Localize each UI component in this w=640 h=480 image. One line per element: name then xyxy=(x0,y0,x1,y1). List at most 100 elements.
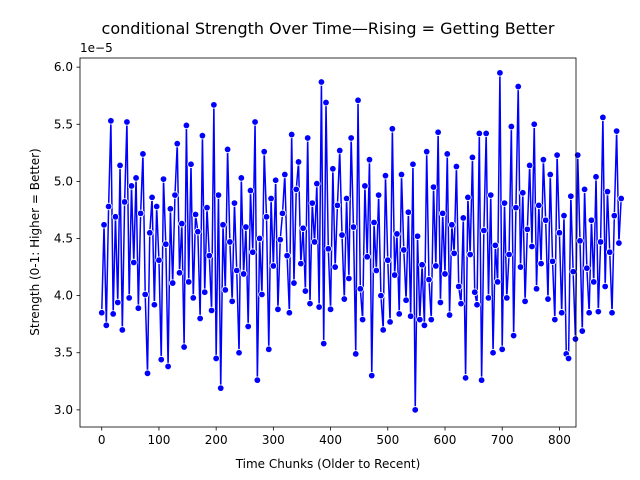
data-point xyxy=(514,82,522,91)
data-point xyxy=(608,309,616,317)
data-point xyxy=(271,176,280,184)
data-point xyxy=(505,250,513,259)
data-point xyxy=(130,258,138,267)
data-point xyxy=(464,193,472,202)
data-point xyxy=(539,155,548,164)
data-point xyxy=(555,229,564,237)
data-point xyxy=(201,288,209,296)
data-point xyxy=(509,331,518,340)
data-point xyxy=(491,241,500,250)
data-point xyxy=(159,175,168,183)
x-tick-label: 100 xyxy=(147,433,170,447)
data-point xyxy=(544,295,552,303)
data-point xyxy=(512,203,520,212)
data-point xyxy=(468,153,477,162)
data-point xyxy=(180,343,188,351)
data-point xyxy=(422,147,431,156)
data-point xyxy=(340,295,348,303)
data-point xyxy=(317,78,326,86)
data-point xyxy=(548,257,557,266)
data-point xyxy=(182,121,191,130)
data-point xyxy=(120,198,129,206)
data-point xyxy=(212,354,220,363)
data-point xyxy=(290,279,298,287)
data-point xyxy=(329,165,337,173)
x-tick-label: 600 xyxy=(434,433,457,447)
data-point xyxy=(322,98,330,107)
data-point xyxy=(123,118,131,126)
data-point xyxy=(297,259,305,268)
data-point xyxy=(395,310,403,318)
data-point xyxy=(308,199,316,207)
data-point xyxy=(294,158,303,166)
data-point xyxy=(402,296,410,304)
data-point xyxy=(155,256,163,264)
data-point xyxy=(310,238,319,246)
data-point xyxy=(146,229,154,237)
data-point xyxy=(109,310,117,318)
data-point xyxy=(228,297,236,306)
data-point xyxy=(585,309,593,317)
data-point xyxy=(393,230,401,238)
data-point xyxy=(541,216,550,224)
data-point xyxy=(436,298,445,307)
data-point xyxy=(196,314,204,323)
data-point xyxy=(221,286,230,294)
chart-title: conditional Strength Over Time—Rising = … xyxy=(102,19,555,38)
data-point xyxy=(226,238,234,246)
data-point xyxy=(397,170,406,179)
data-point xyxy=(590,278,598,286)
data-point xyxy=(223,145,232,154)
axes-layer: 0 100 200 300 400 500 600 700 800 3.0 3.5 4.0 4.5 5.0… xyxy=(54,57,577,447)
data-point xyxy=(262,213,271,221)
data-point xyxy=(466,250,474,259)
data-point xyxy=(345,274,353,283)
data-point xyxy=(457,299,465,308)
data-point xyxy=(368,371,376,380)
data-point xyxy=(152,202,161,211)
data-point xyxy=(194,227,202,236)
data-point xyxy=(203,203,211,212)
data-point xyxy=(116,161,124,170)
data-point xyxy=(214,191,223,199)
data-point xyxy=(306,299,314,308)
data-point xyxy=(260,147,268,156)
data-point xyxy=(448,221,456,229)
data-point xyxy=(134,304,143,312)
data-point xyxy=(411,406,419,414)
data-point xyxy=(111,213,120,221)
data-point xyxy=(276,235,284,244)
data-point xyxy=(281,170,289,179)
data-point xyxy=(189,294,197,302)
data-point xyxy=(503,294,511,302)
data-point xyxy=(489,349,497,357)
data-point xyxy=(283,251,291,260)
data-point xyxy=(493,278,502,286)
data-point xyxy=(331,263,339,271)
y-offset-label: 1e−5 xyxy=(80,41,113,55)
series-layer xyxy=(98,69,625,414)
data-point xyxy=(523,225,532,234)
x-tick-label: 700 xyxy=(491,433,514,447)
data-point xyxy=(315,303,323,311)
data-point xyxy=(313,179,321,188)
data-point xyxy=(132,174,140,182)
data-point xyxy=(324,245,332,253)
data-point xyxy=(459,214,467,222)
data-point xyxy=(546,170,554,179)
data-point xyxy=(278,209,287,218)
data-point xyxy=(610,211,619,220)
data-point xyxy=(596,238,605,246)
data-point xyxy=(516,263,525,271)
data-point xyxy=(416,315,424,324)
data-point xyxy=(292,185,300,194)
data-point xyxy=(162,240,170,248)
data-point xyxy=(136,209,145,218)
data-point xyxy=(599,113,607,122)
data-point xyxy=(445,311,454,319)
y-tick-label: 4.0 xyxy=(54,289,73,303)
data-point xyxy=(567,192,575,200)
data-point xyxy=(326,305,335,314)
y-tick-label: 5.0 xyxy=(54,174,73,188)
data-point xyxy=(184,278,193,286)
